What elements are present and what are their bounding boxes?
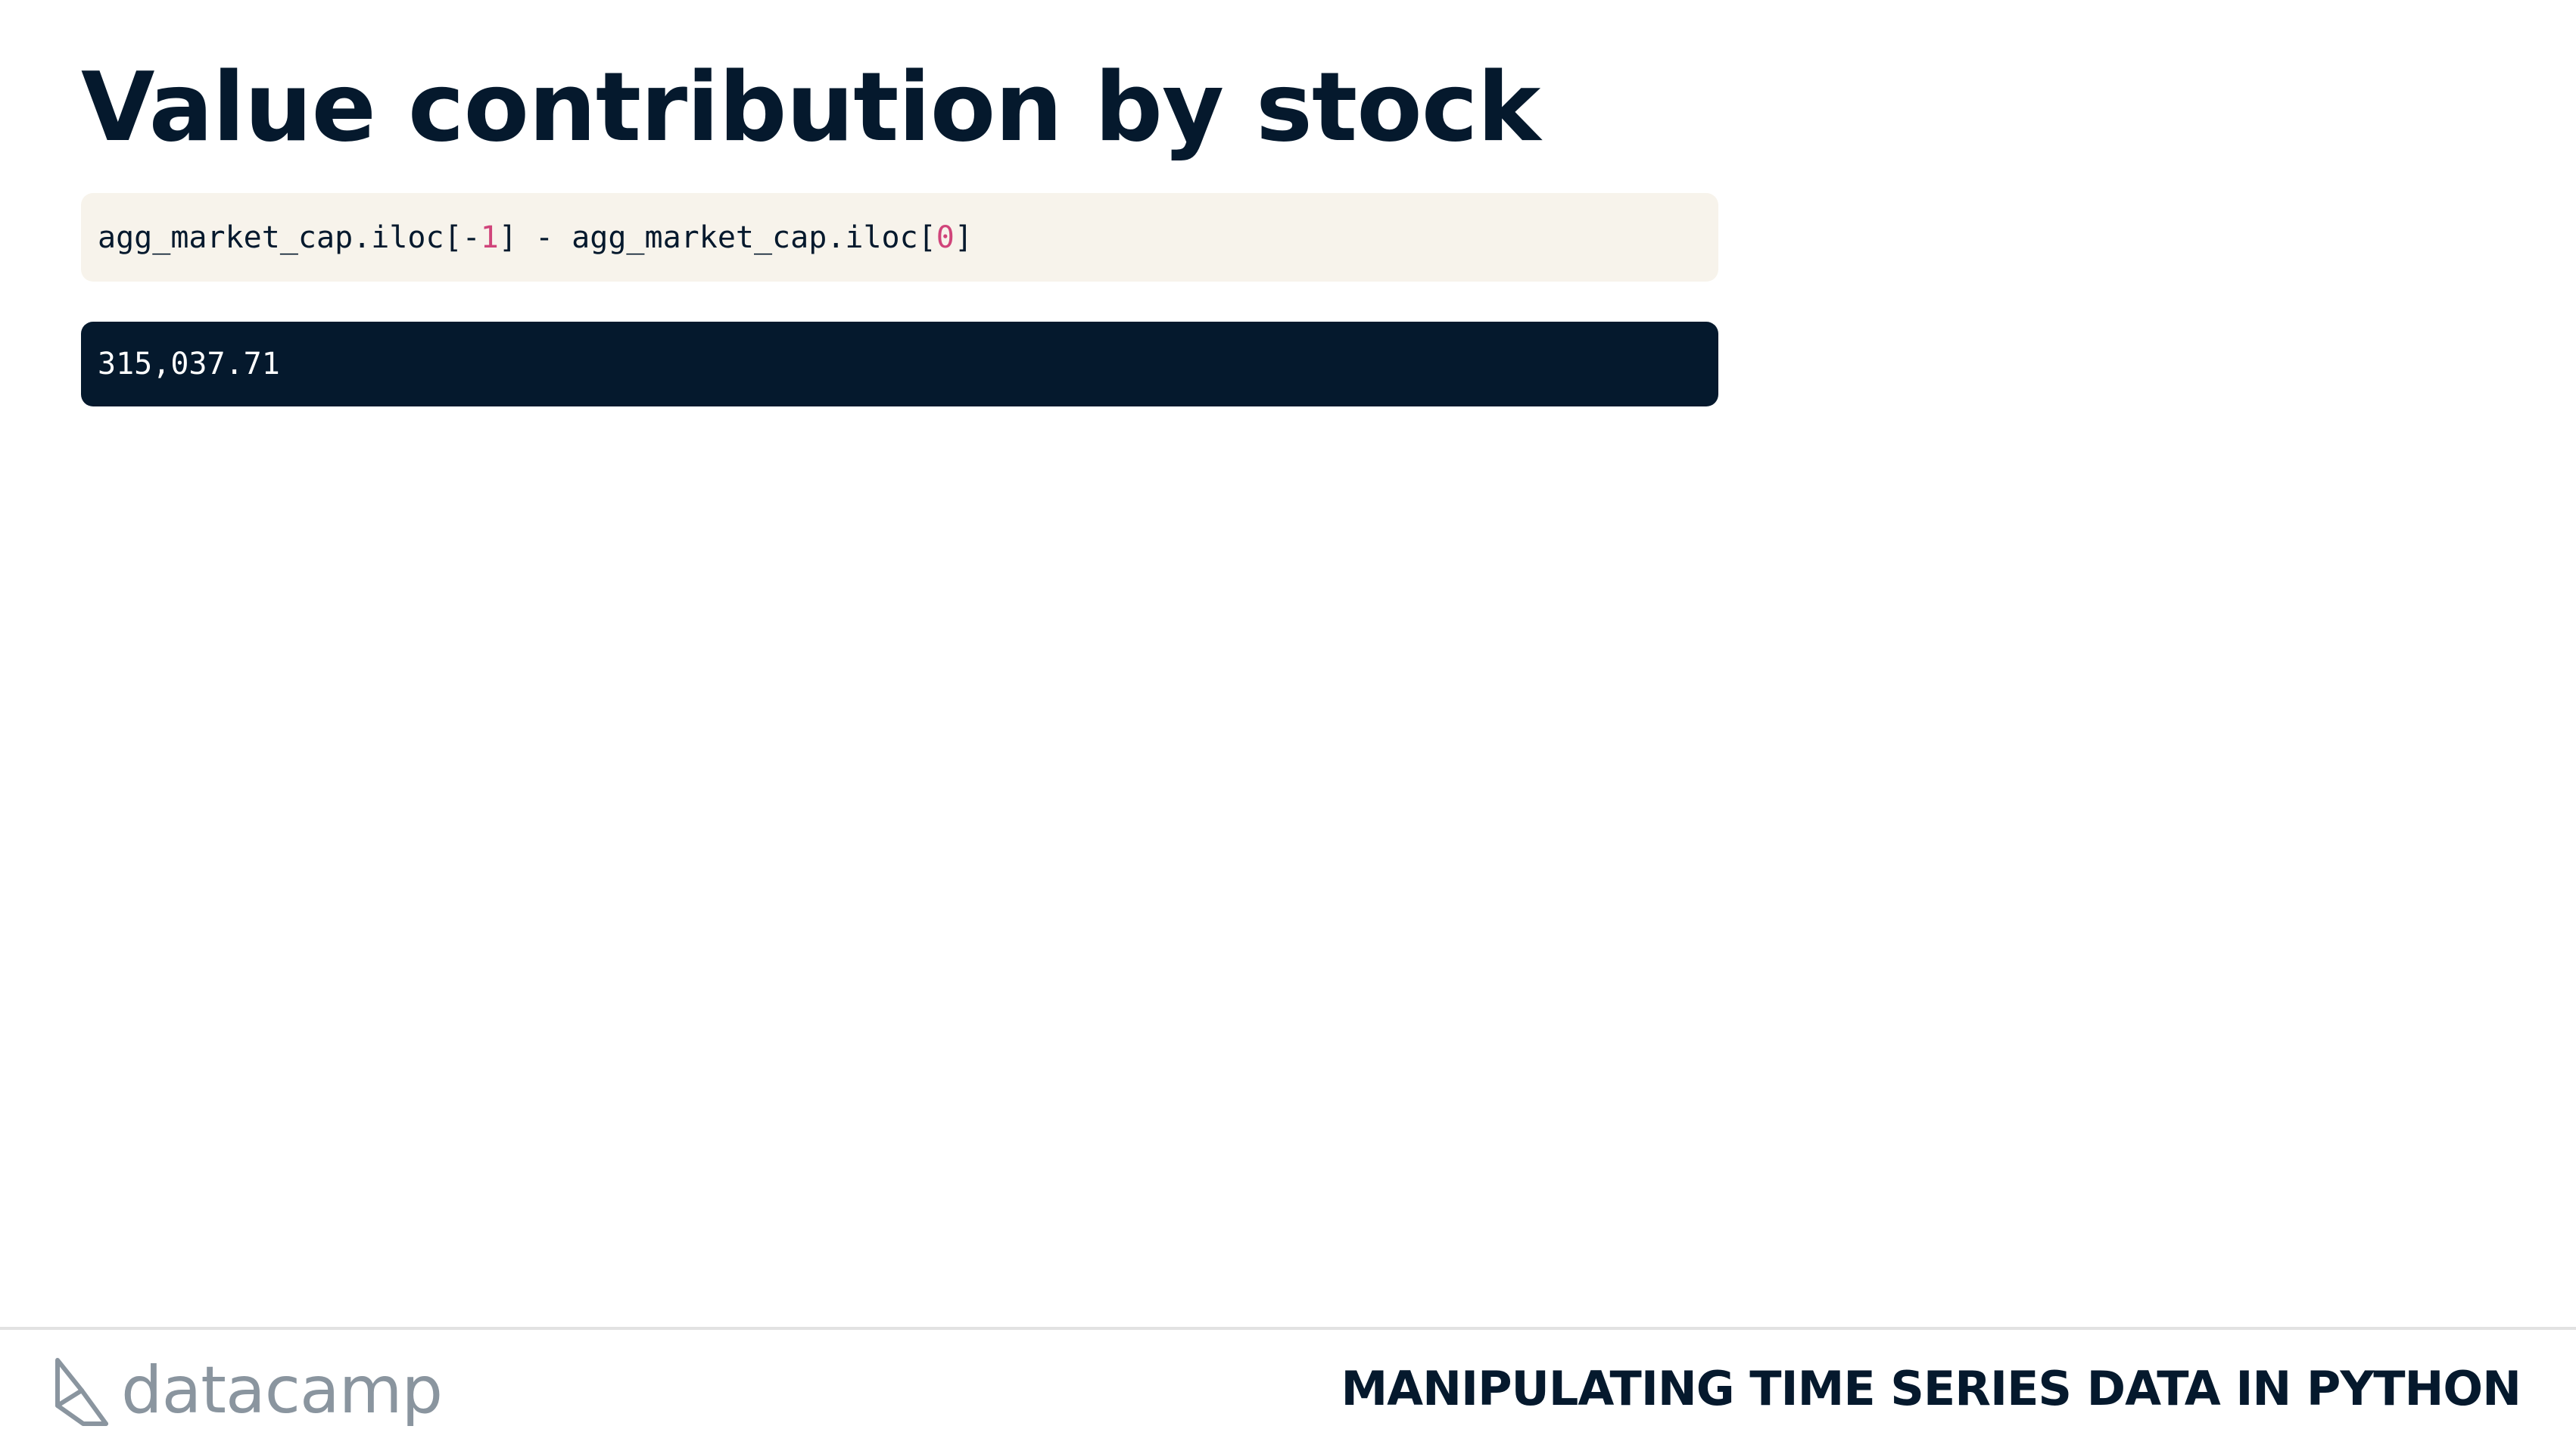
course-title: MANIPULATING TIME SERIES DATA IN PYTHON: [1341, 1361, 2521, 1416]
code-text-part2: ] - agg_market_cap.iloc[: [498, 220, 936, 255]
datacamp-logo: datacamp: [53, 1349, 443, 1432]
footer-divider: [0, 1327, 2576, 1330]
code-number-2: 0: [936, 220, 955, 255]
code-number-1: 1: [480, 220, 499, 255]
logo-text: datacamp: [121, 1353, 443, 1428]
code-text-part1: agg_market_cap.iloc[-: [98, 220, 481, 255]
datacamp-logo-icon: [55, 1358, 108, 1426]
output-text: 315,037.71: [98, 347, 280, 381]
code-block: agg_market_cap.iloc[- 1] - agg_market_cap…: [81, 193, 1718, 282]
output-block: 315,037.71: [81, 322, 1718, 406]
code-text-part3: ]: [954, 220, 973, 255]
slide-title: Value contribution by stock: [81, 51, 1540, 163]
